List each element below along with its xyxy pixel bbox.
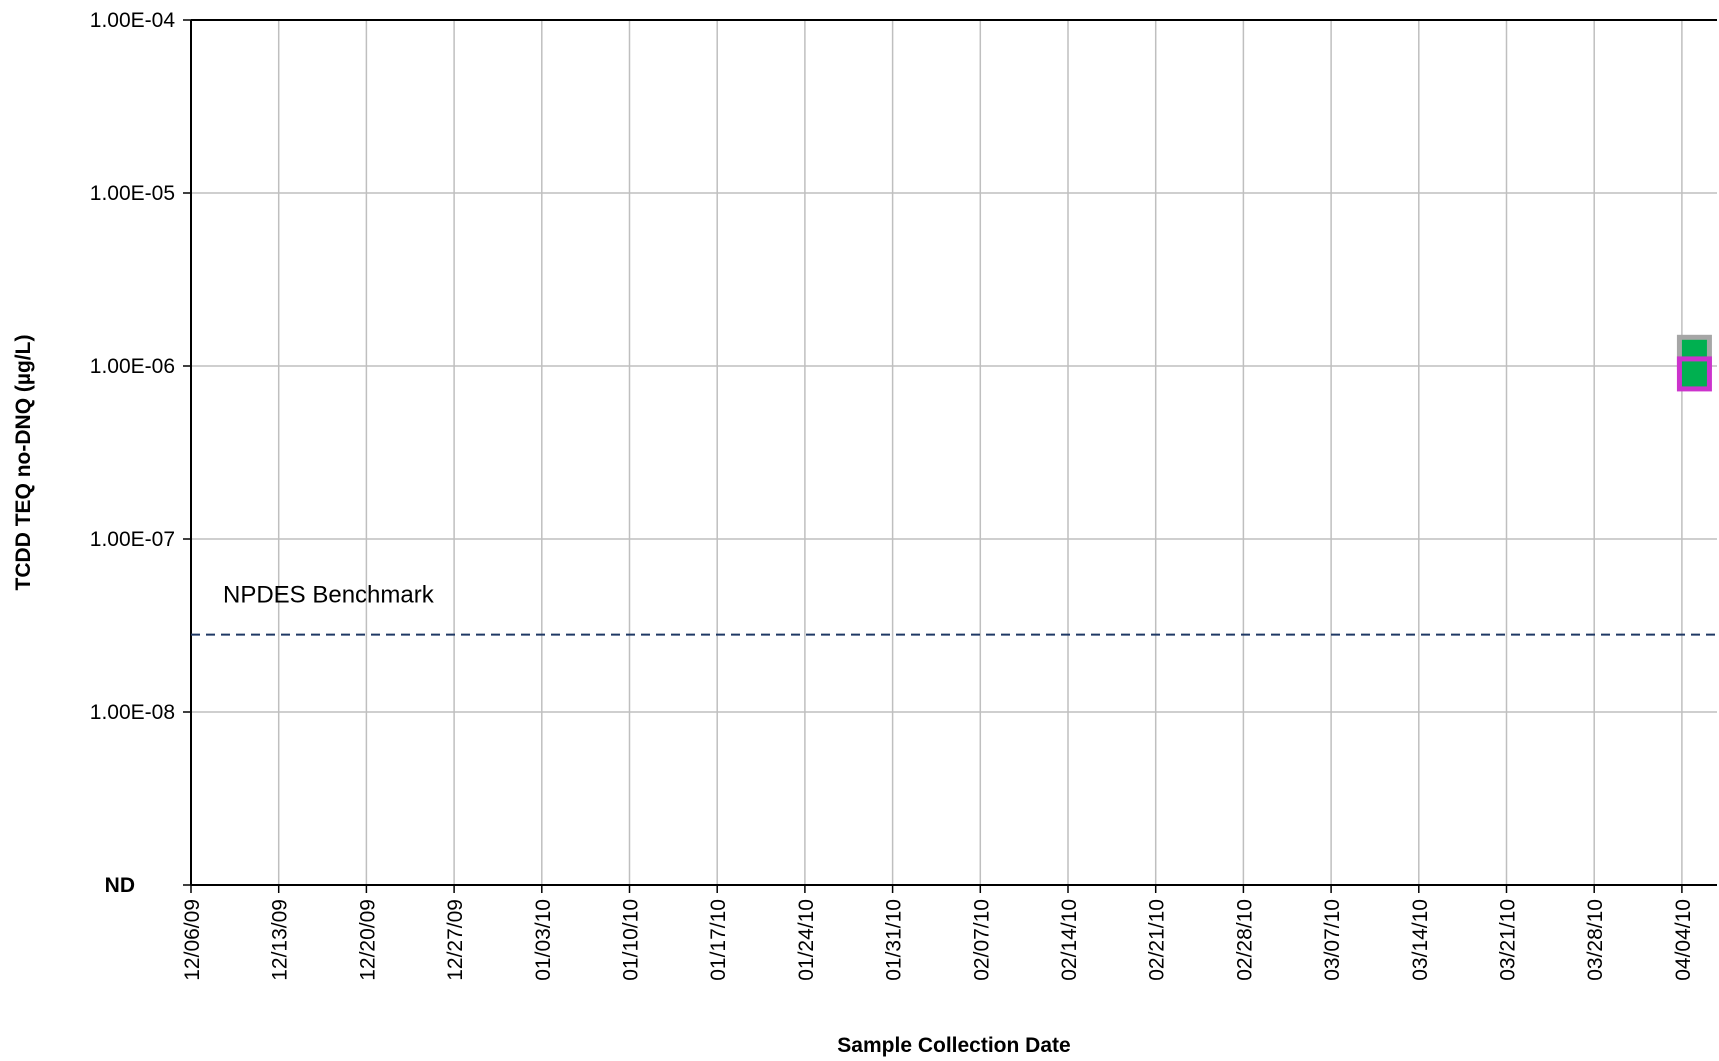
x-tick-label: 02/21/10 [1146,899,1169,981]
data-points [1676,334,1712,392]
x-axis-title: Sample Collection Date [837,1034,1070,1057]
x-tick-label: 03/07/10 [1321,899,1344,981]
x-tick-label: 01/31/10 [883,899,906,981]
x-tick-label: 12/27/09 [444,899,467,981]
axes [183,19,1717,893]
x-tick-label: 01/10/10 [620,899,643,981]
x-tick-label: 01/24/10 [795,899,818,981]
x-tick-label: 03/21/10 [1497,899,1520,981]
y-axis-title: TCDD TEQ no-DNQ (µg/L) [12,335,35,591]
y-tick-label: 1.00E-07 [90,528,175,551]
tick-labels: ND 1.00E-08 1.00E-07 1.00E-06 1.00E-05 1.00E-… [90,9,1695,981]
npdes-benchmark-label: NPDES Benchmark [223,582,435,609]
x-tick-label: 03/14/10 [1409,899,1432,981]
y-tick-label: ND [105,874,135,897]
x-tick-label: 01/17/10 [707,899,730,981]
x-tick-label: 02/28/10 [1233,899,1256,981]
x-tick-label: 12/06/09 [181,899,204,981]
x-tick-label: 01/03/10 [532,899,555,981]
y-tick-label: 1.00E-06 [90,355,175,378]
y-tick-label: 1.00E-05 [90,182,175,205]
grid [191,19,1717,885]
x-tick-label: 12/20/09 [356,899,379,981]
y-tick-label: 1.00E-04 [90,9,176,32]
x-tick-label: 03/28/10 [1584,899,1607,981]
data-point [1676,356,1712,392]
x-tick-label: 02/07/10 [970,899,993,981]
x-tick-label: 02/14/10 [1058,899,1081,981]
x-tick-label: 04/04/10 [1672,899,1695,981]
y-tick-label: 1.00E-08 [90,701,175,724]
x-tick-label: 12/13/09 [269,899,292,981]
